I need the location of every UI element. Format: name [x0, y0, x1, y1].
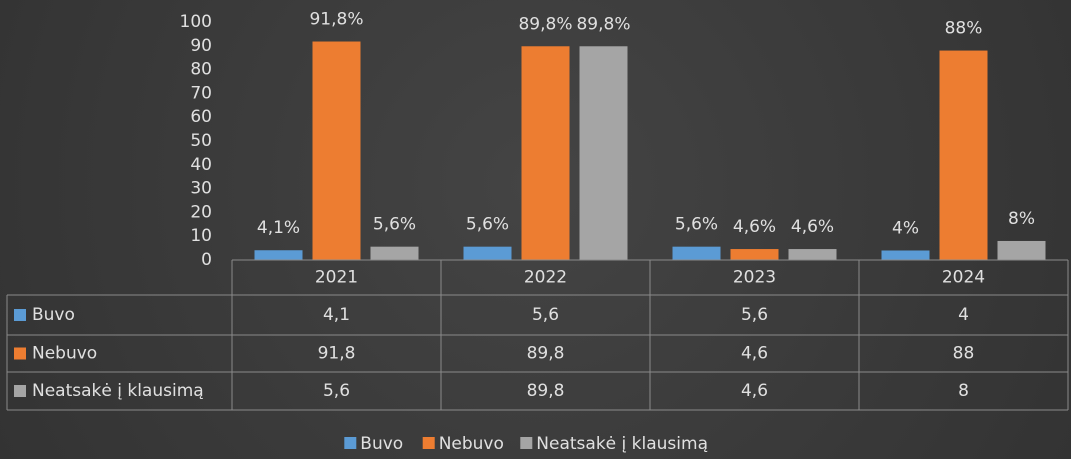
- legend-label: Buvo: [360, 434, 403, 454]
- x-tick-label: 2022: [524, 268, 567, 288]
- bar: [463, 246, 512, 260]
- y-tick-label: 70: [190, 83, 212, 103]
- y-tick-label: 100: [180, 12, 212, 32]
- bar: [521, 46, 570, 260]
- bar: [312, 41, 361, 261]
- value-label: 89,8%: [518, 14, 572, 34]
- value-label: 91,8%: [309, 10, 363, 30]
- value-label: 5,6%: [466, 215, 509, 235]
- table-cell: 5,6: [741, 305, 768, 325]
- value-label: 5,6%: [675, 215, 718, 235]
- legend-label: Nebuvo: [439, 434, 504, 454]
- y-tick-label: 40: [190, 155, 212, 175]
- value-label: 5,6%: [373, 215, 416, 235]
- value-label: 89,8%: [576, 14, 630, 34]
- table-cell: 4,6: [741, 344, 768, 364]
- table-cell: 5,6: [323, 381, 350, 401]
- bar: [730, 249, 779, 260]
- table-row-label: Nebuvo: [32, 344, 97, 364]
- bar: [672, 246, 721, 260]
- value-label: 4,6%: [733, 217, 776, 237]
- value-label: 88%: [945, 19, 983, 39]
- table-cell: 4,6: [741, 381, 768, 401]
- table-cell: 8: [958, 381, 969, 401]
- bar: [939, 50, 988, 261]
- table-cell: 5,6: [532, 305, 559, 325]
- x-tick-label: 2023: [733, 268, 776, 288]
- table-legend-key: [14, 385, 26, 397]
- legend-key: [344, 437, 357, 449]
- bar: [997, 240, 1046, 260]
- bar: [254, 250, 303, 260]
- value-label: 4,6%: [791, 217, 834, 237]
- value-label: 8%: [1008, 209, 1035, 229]
- y-tick-label: 60: [190, 107, 212, 127]
- table-cell: 88: [953, 344, 975, 364]
- legend-key: [422, 437, 435, 449]
- legend-label: Neatsakė į klausimą: [536, 434, 708, 454]
- y-tick-label: 0: [201, 250, 212, 270]
- y-tick-label: 90: [190, 36, 212, 56]
- table-cell: 4,1: [323, 305, 350, 325]
- table-cell: 89,8: [527, 344, 565, 364]
- bar: [881, 250, 930, 260]
- y-tick-label: 50: [190, 131, 212, 151]
- bar: [788, 249, 837, 260]
- value-label: 4%: [892, 218, 919, 238]
- table-legend-key: [14, 309, 26, 321]
- x-tick-label: 2024: [942, 268, 985, 288]
- x-tick-label: 2021: [315, 268, 358, 288]
- table-cell: 89,8: [527, 381, 565, 401]
- value-label: 4,1%: [257, 218, 300, 238]
- table-legend-key: [14, 347, 26, 360]
- table-cell: 91,8: [318, 344, 356, 364]
- table-row-label: Buvo: [32, 305, 75, 325]
- bar: [579, 46, 628, 260]
- bar: [370, 246, 419, 260]
- legend-key: [520, 437, 533, 449]
- table-row-label: Neatsakė į klausimą: [32, 381, 204, 401]
- table-cell: 4: [958, 305, 969, 325]
- y-tick-label: 20: [190, 202, 212, 222]
- y-tick-label: 80: [190, 60, 212, 80]
- y-tick-label: 30: [190, 179, 212, 199]
- y-tick-label: 10: [190, 226, 212, 246]
